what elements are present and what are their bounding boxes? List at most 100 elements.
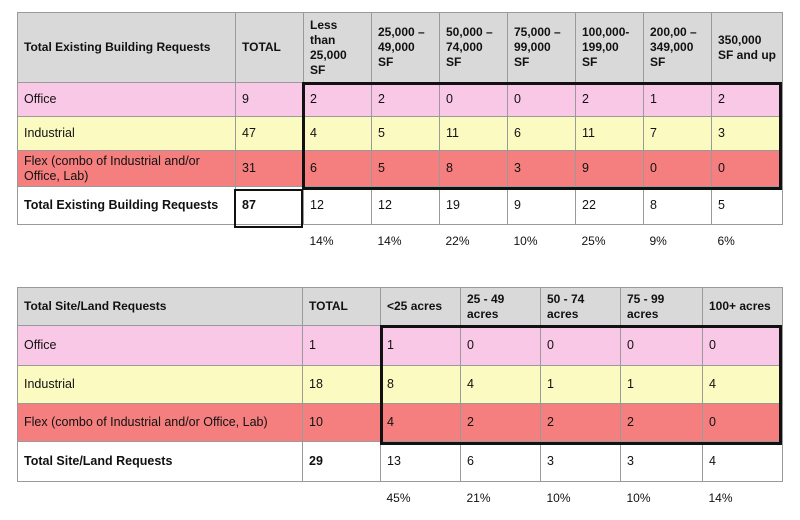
percentage-value: 22% (445, 234, 470, 248)
percentage-value: 10% (513, 234, 538, 248)
row-label: Total Existing Building Requests (17, 186, 236, 225)
percentage-row: 14% 14% 22% 10% 25% 9% 6% (18, 225, 783, 253)
row-label: Industrial (17, 116, 236, 151)
row-total: 31 (235, 150, 304, 187)
cell-value: 8 (380, 365, 461, 404)
cell-value: 1 (643, 82, 712, 117)
table-row-industrial: Industrial 47 4 5 11 6 11 7 3 (17, 116, 783, 151)
table-row-totals: Total Site/Land Requests 29 13 6 3 3 4 (17, 441, 783, 482)
cell-value: 4 (460, 365, 541, 404)
header-category: Total Site/Land Requests (17, 287, 303, 326)
building-requests-table: Total Existing Building Requests TOTAL L… (17, 12, 783, 253)
header-acreage-bucket: 75 - 99 acres (620, 287, 703, 326)
cell-value: 0 (439, 82, 508, 117)
header-acreage-bucket: <25 acres (380, 287, 461, 326)
cell-value: 12 (371, 186, 440, 225)
cell-value: 2 (620, 403, 703, 442)
grand-total: 87 (235, 186, 304, 225)
header-size-bucket: 75,000 – 99,000 SF (507, 12, 576, 83)
cell-value: 4 (702, 441, 783, 482)
cell-value: 13 (380, 441, 461, 482)
spacer (236, 225, 304, 253)
cell-value: 2 (303, 82, 372, 117)
percentage-value: 14% (377, 234, 402, 248)
cell-value: 9 (507, 186, 576, 225)
row-total: 47 (235, 116, 304, 151)
row-label: Flex (combo of Industrial and/or Office,… (17, 150, 236, 187)
cell-value: 22 (575, 186, 644, 225)
land-requests-table: Total Site/Land Requests TOTAL <25 acres… (17, 287, 783, 508)
cell-value: 5 (711, 186, 783, 225)
header-total: TOTAL (235, 12, 304, 83)
percentage-value: 25% (581, 234, 606, 248)
percentage-value: 6% (717, 234, 735, 248)
percentage-value: 21% (466, 491, 491, 505)
percentage-value: 14% (708, 491, 733, 505)
header-acreage-bucket: 100+ acres (702, 287, 783, 326)
percentage-value: 10% (546, 491, 571, 505)
cell-value: 8 (643, 186, 712, 225)
cell-value: 7 (643, 116, 712, 151)
cell-value: 0 (460, 325, 541, 366)
row-total: 1 (302, 325, 381, 366)
cell-value: 2 (371, 82, 440, 117)
cell-value: 3 (507, 150, 576, 187)
header-size-bucket: Less than 25,000 SF (303, 12, 372, 83)
cell-value: 11 (439, 116, 508, 151)
building-header-row: Total Existing Building Requests TOTAL L… (17, 12, 783, 83)
table-row-office: Office 9 2 2 0 0 2 1 2 (17, 82, 783, 117)
cell-value: 0 (507, 82, 576, 117)
cell-value: 3 (540, 441, 621, 482)
table-row-flex: Flex (combo of Industrial and/or Office,… (17, 150, 783, 187)
row-label: Industrial (17, 365, 303, 404)
cell-value: 12 (303, 186, 372, 225)
table-row-flex: Flex (combo of Industrial and/or Office,… (17, 403, 783, 442)
cell-value: 4 (702, 365, 783, 404)
header-size-bucket: 350,000 SF and up (711, 12, 783, 83)
row-total: 10 (302, 403, 381, 442)
cell-value: 2 (460, 403, 541, 442)
row-label: Total Site/Land Requests (17, 441, 303, 482)
spacer (18, 225, 236, 253)
row-label: Office (17, 325, 303, 366)
cell-value: 0 (620, 325, 703, 366)
cell-value: 4 (303, 116, 372, 151)
cell-value: 6 (460, 441, 541, 482)
spacer (303, 482, 381, 509)
percentage-value: 9% (649, 234, 667, 248)
cell-value: 1 (540, 365, 621, 404)
spacer (18, 482, 303, 509)
header-size-bucket: 25,000 – 49,000 SF (371, 12, 440, 83)
cell-value: 8 (439, 150, 508, 187)
percentage-row: 45% 21% 10% 10% 14% (18, 482, 783, 509)
cell-value: 3 (711, 116, 783, 151)
cell-value: 0 (540, 325, 621, 366)
row-total: 9 (235, 82, 304, 117)
cell-value: 4 (380, 403, 461, 442)
cell-value: 2 (711, 82, 783, 117)
cell-value: 2 (575, 82, 644, 117)
land-header-row: Total Site/Land Requests TOTAL <25 acres… (17, 287, 783, 326)
cell-value: 0 (643, 150, 712, 187)
header-acreage-bucket: 50 - 74 acres (540, 287, 621, 326)
cell-value: 3 (620, 441, 703, 482)
cell-value: 19 (439, 186, 508, 225)
percentage-value: 45% (386, 491, 411, 505)
table-row-industrial: Industrial 18 8 4 1 1 4 (17, 365, 783, 404)
row-label: Flex (combo of Industrial and/or Office,… (17, 403, 303, 442)
row-total: 18 (302, 365, 381, 404)
cell-value: 1 (380, 325, 461, 366)
header-category: Total Existing Building Requests (17, 12, 236, 83)
cell-value: 0 (711, 150, 783, 187)
cell-value: 11 (575, 116, 644, 151)
percentage-value: 10% (626, 491, 651, 505)
table-row-totals: Total Existing Building Requests 87 12 1… (17, 186, 783, 225)
table-row-office: Office 1 1 0 0 0 0 (17, 325, 783, 366)
header-size-bucket: 100,000-199,00 SF (575, 12, 644, 83)
header-total: TOTAL (302, 287, 381, 326)
cell-value: 1 (620, 365, 703, 404)
grand-total: 29 (302, 441, 381, 482)
cell-value: 5 (371, 150, 440, 187)
percentage-value: 14% (309, 234, 334, 248)
cell-value: 0 (702, 403, 783, 442)
